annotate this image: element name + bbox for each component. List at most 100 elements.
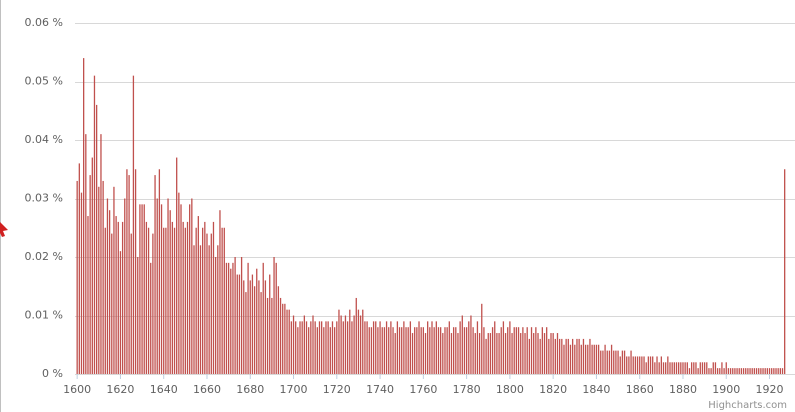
bar (465, 327, 468, 374)
bar (85, 134, 87, 374)
credits[interactable]: Highcharts.com (708, 400, 787, 411)
y-tick-label: 0.03 % (25, 192, 63, 205)
bar (452, 327, 455, 374)
bar (507, 327, 509, 374)
bar (478, 333, 481, 374)
bar (548, 338, 550, 374)
bar (658, 362, 660, 374)
bar (379, 321, 381, 374)
bar (258, 280, 260, 374)
x-tick-label: 1620 (106, 383, 134, 396)
bar (353, 315, 355, 374)
bar (604, 344, 606, 374)
bar (498, 333, 500, 374)
bar (535, 327, 537, 374)
x-tick-label: 1700 (280, 383, 308, 396)
bar (669, 362, 671, 374)
bar (111, 233, 113, 374)
bar (630, 350, 632, 374)
bar (736, 368, 738, 374)
bar (154, 175, 156, 374)
bar (141, 204, 143, 374)
bar (147, 227, 150, 374)
bar (355, 297, 357, 374)
bar (394, 333, 396, 374)
bar (481, 303, 483, 374)
bar (639, 356, 641, 374)
bar (169, 210, 171, 374)
bar (680, 362, 682, 374)
bar (537, 333, 539, 374)
bar (675, 362, 678, 374)
bar (734, 368, 736, 374)
bar (641, 356, 643, 374)
bar (431, 321, 433, 374)
bar (184, 227, 186, 374)
bar (167, 198, 169, 374)
bar (364, 321, 366, 374)
bar (550, 333, 552, 374)
bar (225, 262, 228, 374)
bar (504, 333, 507, 374)
bar (271, 297, 273, 374)
x-tick-label: 1780 (453, 383, 481, 396)
bar (520, 333, 522, 374)
bar (98, 186, 100, 374)
bar (524, 333, 526, 374)
bar (266, 297, 269, 374)
bar (247, 262, 249, 374)
bar (189, 204, 191, 374)
bar (240, 257, 243, 374)
bar (440, 327, 442, 374)
bar (89, 175, 91, 374)
x-tick-label: 1740 (366, 383, 394, 396)
bar (753, 368, 756, 374)
bar (617, 350, 619, 374)
bar (476, 321, 479, 374)
bar (450, 333, 453, 374)
bar (284, 303, 286, 374)
bar (407, 327, 409, 374)
bar (321, 321, 323, 374)
bar (420, 327, 422, 374)
bar (463, 327, 466, 374)
bar (775, 368, 777, 374)
bar (509, 321, 511, 374)
bar (773, 368, 775, 374)
bar (76, 180, 78, 374)
bar (305, 321, 308, 374)
y-tick-label: 0.01 % (25, 309, 63, 322)
bar (435, 321, 437, 374)
bar (264, 280, 267, 374)
x-tick-label: 1720 (323, 383, 351, 396)
bar (370, 327, 373, 374)
bar (437, 327, 440, 374)
bar (690, 362, 693, 374)
bar (610, 344, 613, 374)
bar (180, 204, 182, 374)
bar (372, 321, 375, 374)
bar (701, 362, 704, 374)
x-tick-label: 1880 (669, 383, 697, 396)
bar (459, 321, 461, 374)
bar (275, 262, 277, 374)
bar (645, 362, 647, 374)
bar (357, 309, 360, 374)
bar (288, 309, 290, 374)
bar (279, 297, 282, 374)
bar (688, 368, 691, 374)
bar (312, 315, 314, 374)
bar (83, 58, 85, 374)
bar (221, 227, 223, 374)
bar (160, 204, 163, 374)
bar (318, 321, 321, 374)
bar (602, 350, 604, 374)
bar (139, 204, 141, 374)
x-tick-label: 1660 (193, 383, 221, 396)
bar (589, 338, 591, 374)
bar (143, 204, 145, 374)
bar (634, 356, 637, 374)
bar (87, 216, 89, 374)
bar (513, 327, 515, 374)
bar (771, 368, 773, 374)
